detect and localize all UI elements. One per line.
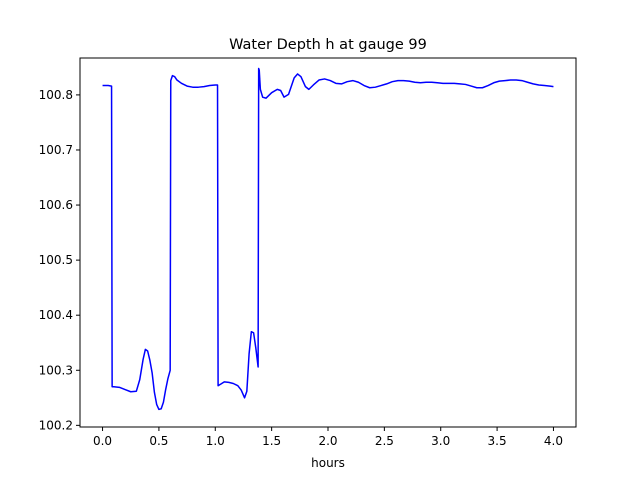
x-axis-label: hours <box>311 456 345 470</box>
x-tick-label: 1.0 <box>206 434 225 448</box>
y-tick-label: 100.6 <box>39 198 73 212</box>
y-tick-label: 100.8 <box>39 88 73 102</box>
y-tick-label: 100.2 <box>39 418 73 432</box>
y-tick-label: 100.3 <box>39 363 73 377</box>
water-depth-series-line <box>102 67 554 411</box>
x-tick-label: 3.5 <box>488 434 507 448</box>
y-tick-label: 100.5 <box>39 253 73 267</box>
x-tick-label: 0.0 <box>93 434 112 448</box>
x-tick-label: 0.5 <box>149 434 168 448</box>
x-tick-label: 1.5 <box>262 434 281 448</box>
chart-title: Water Depth h at gauge 99 <box>229 37 427 53</box>
plot-area-frame <box>79 57 577 428</box>
y-tick-label: 100.4 <box>39 308 73 322</box>
y-tick-label: 100.7 <box>39 143 73 157</box>
x-tick-label: 3.0 <box>431 434 450 448</box>
x-tick-label: 2.5 <box>375 434 394 448</box>
x-tick-label: 2.0 <box>318 434 337 448</box>
x-tick-label: 4.0 <box>544 434 563 448</box>
